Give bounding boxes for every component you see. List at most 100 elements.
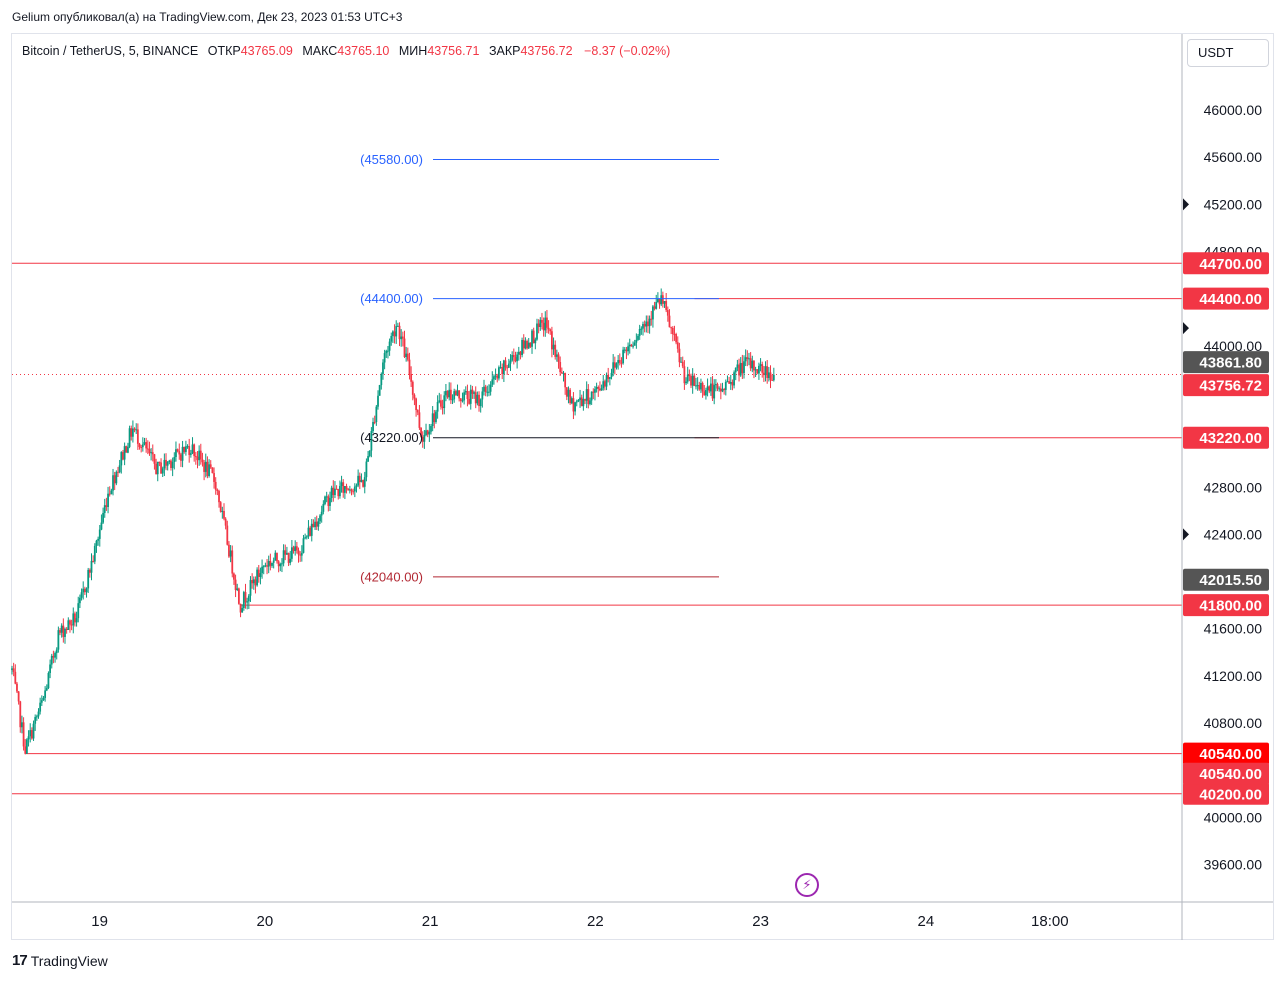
candle-body xyxy=(108,493,111,495)
candle xyxy=(610,368,613,380)
candle-body xyxy=(67,620,70,630)
candle xyxy=(233,572,235,585)
candle xyxy=(438,392,441,404)
candle xyxy=(59,628,61,636)
candle xyxy=(219,501,222,513)
candle xyxy=(648,315,651,334)
candle xyxy=(590,391,593,405)
candle xyxy=(79,594,81,609)
candle-body xyxy=(743,361,745,374)
candle-body xyxy=(483,386,485,392)
candle-body xyxy=(630,344,633,347)
tradingview-logo-icon: 17 xyxy=(12,952,28,969)
candle xyxy=(102,507,104,524)
candle-body xyxy=(557,354,560,363)
candle xyxy=(714,379,717,392)
candle xyxy=(218,489,220,508)
candle xyxy=(428,424,431,442)
candle-body xyxy=(711,383,714,399)
candle-body xyxy=(766,366,769,378)
candle-body xyxy=(550,331,553,350)
candle-body xyxy=(178,451,181,455)
candle xyxy=(314,517,316,531)
candle xyxy=(454,389,457,396)
candle xyxy=(60,623,63,638)
tradingview-brand[interactable]: 17 TradingView xyxy=(12,952,108,969)
candle-body xyxy=(282,550,285,564)
candle-body xyxy=(685,381,687,384)
candle-body xyxy=(198,450,201,461)
candle xyxy=(353,483,356,498)
candle-body xyxy=(307,527,310,537)
candle-body xyxy=(393,331,396,337)
candle-body xyxy=(474,392,477,404)
candle xyxy=(269,553,272,571)
candle xyxy=(443,391,446,415)
candle-body xyxy=(17,691,20,702)
candle-body xyxy=(746,357,749,359)
candle xyxy=(237,587,240,605)
candle xyxy=(468,391,470,405)
candle-body xyxy=(613,362,616,368)
candle xyxy=(461,392,464,403)
candle xyxy=(748,352,750,366)
candle xyxy=(456,384,459,397)
candle-body xyxy=(607,374,610,379)
candle-body xyxy=(542,322,545,331)
candle-body xyxy=(343,486,346,493)
currency-selector[interactable]: USDT xyxy=(1187,39,1269,67)
candle xyxy=(526,339,528,350)
candle xyxy=(110,488,113,495)
candle xyxy=(242,590,245,611)
candle xyxy=(12,662,15,677)
candle-body xyxy=(653,306,656,309)
candle-body xyxy=(138,443,141,448)
candle xyxy=(372,417,374,434)
candle-body xyxy=(559,362,562,373)
candle xyxy=(681,356,684,369)
y-tick-label: 40000.00 xyxy=(1204,809,1263,825)
lightning-icon[interactable]: ⚡ xyxy=(795,873,819,897)
candle-body xyxy=(59,630,61,633)
candle-body xyxy=(193,444,196,457)
extra-price-tag-bg xyxy=(1183,351,1269,374)
candle xyxy=(633,339,636,346)
level-price-tag-label: 43220.00 xyxy=(1199,430,1262,447)
candle xyxy=(398,322,401,347)
candle xyxy=(484,384,487,397)
candle-body xyxy=(113,475,116,484)
level-price-tag-label: 40200.00 xyxy=(1199,786,1262,803)
candle-body xyxy=(478,394,480,407)
candle-body xyxy=(592,391,595,393)
candle-body xyxy=(83,588,86,593)
candle xyxy=(521,337,523,358)
candle xyxy=(375,404,378,426)
candle xyxy=(292,545,295,554)
candle-body xyxy=(683,366,686,384)
candle xyxy=(236,583,239,592)
candle-body xyxy=(262,566,265,568)
candle-body xyxy=(226,525,229,545)
candle-body xyxy=(491,379,494,385)
candle-body xyxy=(605,374,608,387)
candle-body xyxy=(272,560,275,563)
candle-body xyxy=(128,428,131,447)
candle-body xyxy=(267,560,270,567)
candle xyxy=(577,398,580,403)
level-price-tag-bg xyxy=(1183,782,1269,805)
candle-body xyxy=(632,345,634,347)
candle-body xyxy=(335,488,338,490)
candle xyxy=(257,564,260,583)
candle xyxy=(178,443,181,460)
candle xyxy=(746,350,749,367)
candle-body xyxy=(100,522,103,530)
candle xyxy=(559,356,562,376)
candle xyxy=(287,552,290,567)
candle xyxy=(762,365,765,382)
candle-body xyxy=(446,390,449,398)
candle xyxy=(570,396,573,405)
candle-body xyxy=(741,362,744,374)
candle xyxy=(276,552,278,564)
candle xyxy=(767,366,770,382)
